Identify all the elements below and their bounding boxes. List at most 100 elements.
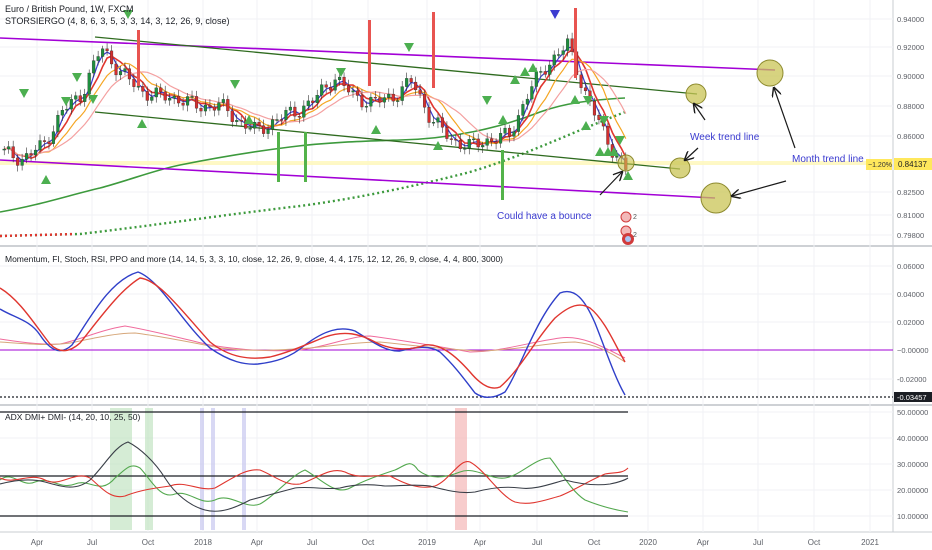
target-circles [617, 59, 784, 214]
buy-signal-marker [433, 141, 443, 150]
candle [186, 92, 190, 112]
sell-signal-marker [404, 43, 414, 52]
momentum-tick-label: -0.02000 [897, 375, 927, 384]
buy-signal-marker [520, 67, 530, 76]
candle [181, 97, 185, 111]
candle [2, 146, 6, 156]
candle [467, 135, 471, 155]
candle [194, 90, 199, 113]
month-lower-trendline [0, 159, 716, 199]
candle [20, 153, 24, 171]
adx-tick-label: 10.00000 [897, 512, 928, 521]
candle [499, 127, 503, 148]
main-title: Euro / British Pound, 1W, FXCM [5, 4, 134, 14]
candle [25, 147, 29, 164]
price-tick-label: 0.86000 [897, 132, 924, 141]
candle [65, 103, 69, 114]
buy-signal-marker [244, 115, 254, 124]
candle [364, 101, 368, 113]
candle [476, 133, 480, 153]
time-tick-label: Apr [251, 538, 264, 547]
candle [472, 132, 476, 144]
candle [118, 65, 123, 80]
candle [288, 101, 292, 115]
ma-orange-line [4, 58, 627, 157]
candle [212, 103, 216, 117]
sell-signal-marker [615, 136, 625, 145]
candle [583, 81, 588, 96]
main-price-panel: 2 2 Euro / British Pound, 1W, FXCM STORS… [0, 4, 932, 245]
candle [592, 97, 597, 122]
candle [279, 114, 284, 125]
time-tick-label: 2019 [418, 538, 436, 547]
candle [369, 93, 373, 113]
candle [101, 45, 105, 63]
adx-tick-label: 40.00000 [897, 434, 928, 443]
candle [11, 140, 15, 163]
candle [16, 154, 20, 172]
dmi-plus-line [0, 457, 629, 513]
sell-signal-marker [88, 95, 98, 104]
sell-signal-marker [583, 96, 593, 105]
ma-dotted-line [0, 110, 626, 238]
momentum-value-tag [894, 392, 932, 402]
ma-red-line [3, 49, 627, 160]
svg-text:−1.20%: −1.20% [868, 162, 892, 169]
adx-title: ADX DMI+ DMI- (14, 20, 10, 25, 50) [5, 412, 141, 422]
ma-fast-line [4, 46, 627, 162]
candle [257, 117, 261, 132]
time-tick-label: Oct [588, 538, 601, 547]
candle [387, 88, 391, 102]
candle [239, 116, 243, 127]
candle [33, 145, 38, 161]
event-icons: 2 2 [620, 211, 637, 245]
adx-tick-label: 50.00000 [897, 408, 928, 417]
candle [154, 83, 158, 103]
sell-signal-marker [550, 10, 560, 19]
candle [208, 99, 212, 112]
candle [123, 62, 127, 76]
candle [199, 105, 203, 118]
candle [512, 126, 516, 142]
candle [355, 86, 360, 102]
candle [320, 78, 324, 100]
buy-signal-marker [498, 115, 508, 124]
adx-line [0, 441, 629, 512]
candle [150, 90, 154, 104]
candle [561, 45, 565, 60]
bounce-label: Could have a bounce [497, 211, 592, 222]
time-tick-label: 2021 [861, 538, 879, 547]
candle [226, 95, 230, 117]
candle [552, 50, 556, 71]
candle [458, 134, 462, 153]
candle [270, 115, 275, 136]
main-price-axis: 0.940000.920000.900000.880000.860000.840… [897, 15, 924, 240]
candle [449, 134, 453, 145]
buy-signal-marker [609, 147, 619, 156]
candle [485, 132, 489, 150]
time-tick-label: Oct [142, 538, 155, 547]
candle [566, 34, 570, 57]
candle [391, 88, 395, 106]
candle [539, 66, 543, 78]
candle [422, 90, 427, 114]
week-lower-trendline [94, 111, 681, 170]
candle [56, 110, 60, 138]
candle [51, 125, 55, 147]
candle [494, 138, 498, 150]
candle [244, 115, 248, 134]
candle [418, 83, 422, 99]
candle [503, 122, 507, 138]
time-tick-label: 2020 [639, 538, 657, 547]
week-trend-label: Week trend line [690, 132, 760, 143]
candle [293, 101, 297, 121]
candle [346, 79, 351, 96]
candle [570, 32, 574, 56]
time-tick-label: Apr [474, 538, 487, 547]
candle [378, 92, 382, 108]
candle [221, 93, 225, 107]
sell-signal-marker [61, 97, 71, 106]
candle [333, 73, 337, 94]
candle [141, 82, 145, 98]
candle [7, 141, 11, 154]
